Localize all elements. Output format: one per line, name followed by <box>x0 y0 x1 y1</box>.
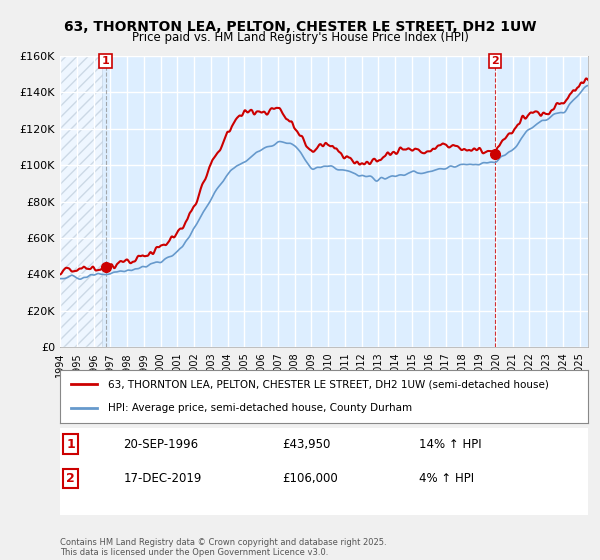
Text: HPI: Average price, semi-detached house, County Durham: HPI: Average price, semi-detached house,… <box>107 403 412 413</box>
Text: 63, THORNTON LEA, PELTON, CHESTER LE STREET, DH2 1UW (semi-detached house): 63, THORNTON LEA, PELTON, CHESTER LE STR… <box>107 380 548 390</box>
Text: 4% ↑ HPI: 4% ↑ HPI <box>419 472 474 486</box>
Text: 1: 1 <box>66 437 75 451</box>
Text: 14% ↑ HPI: 14% ↑ HPI <box>419 437 482 451</box>
Text: Price paid vs. HM Land Registry's House Price Index (HPI): Price paid vs. HM Land Registry's House … <box>131 31 469 44</box>
Text: 1: 1 <box>102 56 109 66</box>
Text: £43,950: £43,950 <box>282 437 330 451</box>
Bar <box>60 56 102 347</box>
Text: 63, THORNTON LEA, PELTON, CHESTER LE STREET, DH2 1UW: 63, THORNTON LEA, PELTON, CHESTER LE STR… <box>64 20 536 34</box>
Text: 20-SEP-1996: 20-SEP-1996 <box>124 437 199 451</box>
Text: 2: 2 <box>491 56 499 66</box>
Text: £106,000: £106,000 <box>282 472 338 486</box>
Text: 2: 2 <box>66 472 75 486</box>
Text: Contains HM Land Registry data © Crown copyright and database right 2025.
This d: Contains HM Land Registry data © Crown c… <box>60 538 386 557</box>
Text: 17-DEC-2019: 17-DEC-2019 <box>124 472 202 486</box>
